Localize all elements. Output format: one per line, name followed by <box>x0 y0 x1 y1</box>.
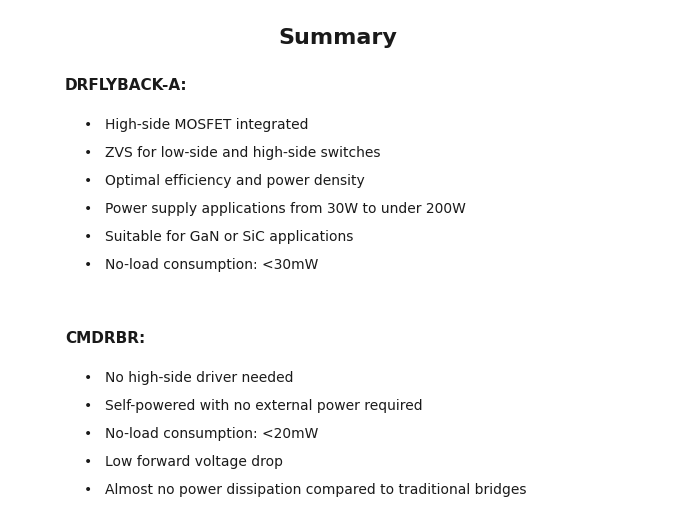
Text: •: • <box>84 426 92 440</box>
Text: •: • <box>84 174 92 188</box>
Text: Suitable for GaN or SiC applications: Suitable for GaN or SiC applications <box>105 230 354 243</box>
Text: High-side MOSFET integrated: High-side MOSFET integrated <box>105 118 308 132</box>
Text: •: • <box>84 201 92 216</box>
Text: •: • <box>84 398 92 412</box>
Text: DRFLYBACK-A:: DRFLYBACK-A: <box>65 78 188 93</box>
Text: Summary: Summary <box>278 28 397 48</box>
Text: •: • <box>84 230 92 243</box>
Text: No-load consumption: <20mW: No-load consumption: <20mW <box>105 426 319 440</box>
Text: •: • <box>84 482 92 496</box>
Text: No high-side driver needed: No high-side driver needed <box>105 370 294 384</box>
Text: Almost no power dissipation compared to traditional bridges: Almost no power dissipation compared to … <box>105 482 526 496</box>
Text: CMDRBR:: CMDRBR: <box>65 330 145 345</box>
Text: Self-powered with no external power required: Self-powered with no external power requ… <box>105 398 423 412</box>
Text: •: • <box>84 258 92 272</box>
Text: •: • <box>84 118 92 132</box>
Text: •: • <box>84 454 92 468</box>
Text: Low forward voltage drop: Low forward voltage drop <box>105 454 283 468</box>
Text: •: • <box>84 146 92 160</box>
Text: No-load consumption: <30mW: No-load consumption: <30mW <box>105 258 319 272</box>
Text: ZVS for low-side and high-side switches: ZVS for low-side and high-side switches <box>105 146 381 160</box>
Text: •: • <box>84 370 92 384</box>
Text: Optimal efficiency and power density: Optimal efficiency and power density <box>105 174 364 188</box>
Text: Power supply applications from 30W to under 200W: Power supply applications from 30W to un… <box>105 201 466 216</box>
